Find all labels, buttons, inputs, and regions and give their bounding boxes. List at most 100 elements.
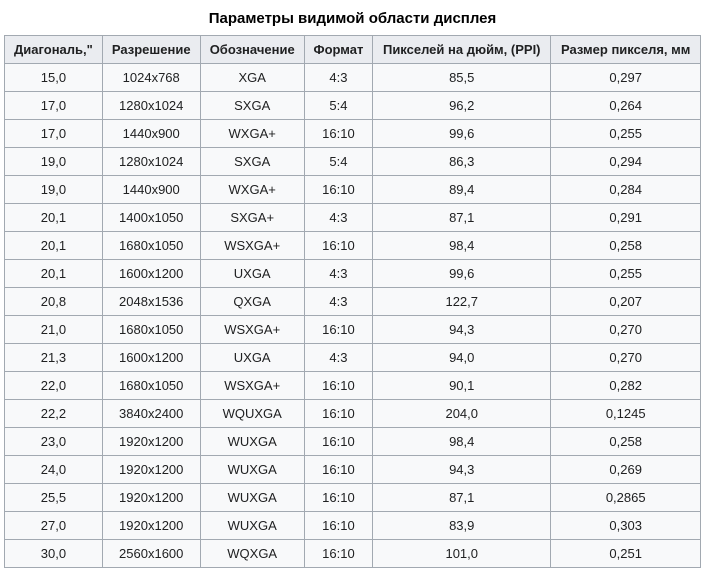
col-header-2: Обозначение [200, 36, 304, 64]
table-cell: 19,0 [5, 148, 103, 176]
table-cell: WUXGA [200, 512, 304, 540]
table-cell: 19,0 [5, 176, 103, 204]
table-cell: SXGA+ [200, 204, 304, 232]
table-cell: WXGA+ [200, 120, 304, 148]
table-cell: 99,6 [373, 260, 551, 288]
table-cell: 4:3 [304, 260, 372, 288]
col-header-4: Пикселей на дюйм, (PPI) [373, 36, 551, 64]
table-cell: 25,5 [5, 484, 103, 512]
table-cell: 0,303 [551, 512, 701, 540]
table-row: 23,01920x1200WUXGA16:1098,40,258 [5, 428, 701, 456]
table-cell: 21,3 [5, 344, 103, 372]
table-cell: 3840x2400 [102, 400, 200, 428]
table-cell: 5:4 [304, 92, 372, 120]
table-cell: 90,1 [373, 372, 551, 400]
table-cell: 27,0 [5, 512, 103, 540]
table-cell: 16:10 [304, 232, 372, 260]
table-cell: 0,264 [551, 92, 701, 120]
table-cell: WUXGA [200, 428, 304, 456]
table-cell: 98,4 [373, 232, 551, 260]
table-cell: 0,282 [551, 372, 701, 400]
table-cell: 17,0 [5, 92, 103, 120]
table-cell: WUXGA [200, 456, 304, 484]
table-row: 20,11400x1050SXGA+4:387,10,291 [5, 204, 701, 232]
table-cell: 0,258 [551, 428, 701, 456]
table-cell: 1920x1200 [102, 456, 200, 484]
table-cell: 1440x900 [102, 120, 200, 148]
table-row: 20,11680x1050WSXGA+16:1098,40,258 [5, 232, 701, 260]
table-cell: XGA [200, 64, 304, 92]
table-cell: 1680x1050 [102, 372, 200, 400]
table-cell: 83,9 [373, 512, 551, 540]
table-cell: 0,294 [551, 148, 701, 176]
table-cell: 101,0 [373, 540, 551, 568]
table-cell: 1400x1050 [102, 204, 200, 232]
table-cell: 1440x900 [102, 176, 200, 204]
table-cell: SXGA [200, 148, 304, 176]
table-row: 17,01440x900WXGA+16:1099,60,255 [5, 120, 701, 148]
table-cell: 22,0 [5, 372, 103, 400]
table-cell: 96,2 [373, 92, 551, 120]
table-cell: 22,2 [5, 400, 103, 428]
table-cell: 87,1 [373, 484, 551, 512]
table-row: 22,01680x1050WSXGA+16:1090,10,282 [5, 372, 701, 400]
table-row: 17,01280x1024SXGA5:496,20,264 [5, 92, 701, 120]
table-body: 15,01024x768XGA4:385,50,29717,01280x1024… [5, 64, 701, 568]
table-cell: 94,3 [373, 456, 551, 484]
table-cell: 1280x1024 [102, 92, 200, 120]
table-cell: 1024x768 [102, 64, 200, 92]
table-row: 22,23840x2400WQUXGA16:10204,00,1245 [5, 400, 701, 428]
col-header-1: Разрешение [102, 36, 200, 64]
table-title: Параметры видимой области дисплея [4, 4, 701, 35]
table-cell: 1680x1050 [102, 316, 200, 344]
table-row: 21,31600x1200UXGA4:394,00,270 [5, 344, 701, 372]
table-cell: 16:10 [304, 428, 372, 456]
table-cell: 94,3 [373, 316, 551, 344]
table-cell: 0,255 [551, 120, 701, 148]
table-cell: 20,1 [5, 232, 103, 260]
table-cell: UXGA [200, 344, 304, 372]
table-cell: 16:10 [304, 456, 372, 484]
header-row: Диагональ,"РазрешениеОбозначениеФорматПи… [5, 36, 701, 64]
table-cell: 1920x1200 [102, 512, 200, 540]
table-cell: 15,0 [5, 64, 103, 92]
col-header-0: Диагональ," [5, 36, 103, 64]
table-cell: WSXGA+ [200, 232, 304, 260]
table-cell: 1920x1200 [102, 428, 200, 456]
table-cell: 1600x1200 [102, 344, 200, 372]
table-cell: 20,1 [5, 260, 103, 288]
table-cell: 0,291 [551, 204, 701, 232]
table-row: 15,01024x768XGA4:385,50,297 [5, 64, 701, 92]
table-cell: 4:3 [304, 204, 372, 232]
table-cell: UXGA [200, 260, 304, 288]
table-row: 19,01440x900WXGA+16:1089,40,284 [5, 176, 701, 204]
table-cell: 0,270 [551, 344, 701, 372]
table-cell: 16:10 [304, 316, 372, 344]
table-row: 27,01920x1200WUXGA16:1083,90,303 [5, 512, 701, 540]
table-cell: WQXGA [200, 540, 304, 568]
table-row: 25,51920x1200WUXGA16:1087,10,2865 [5, 484, 701, 512]
table-cell: 204,0 [373, 400, 551, 428]
table-cell: WUXGA [200, 484, 304, 512]
table-cell: 16:10 [304, 176, 372, 204]
table-cell: 30,0 [5, 540, 103, 568]
table-row: 20,11600x1200UXGA4:399,60,255 [5, 260, 701, 288]
table-cell: 89,4 [373, 176, 551, 204]
table-row: 19,01280x1024SXGA5:486,30,294 [5, 148, 701, 176]
table-cell: 4:3 [304, 288, 372, 316]
table-cell: WXGA+ [200, 176, 304, 204]
table-cell: 21,0 [5, 316, 103, 344]
table-row: 20,82048x1536QXGA4:3122,70,207 [5, 288, 701, 316]
table-cell: 0,251 [551, 540, 701, 568]
table-cell: 16:10 [304, 512, 372, 540]
table-row: 30,02560x1600WQXGA16:10101,00,251 [5, 540, 701, 568]
table-cell: 0,1245 [551, 400, 701, 428]
table-cell: 1280x1024 [102, 148, 200, 176]
table-cell: 4:3 [304, 64, 372, 92]
table-cell: 122,7 [373, 288, 551, 316]
table-cell: 1920x1200 [102, 484, 200, 512]
table-cell: 2560x1600 [102, 540, 200, 568]
table-cell: 4:3 [304, 344, 372, 372]
table-cell: 0,270 [551, 316, 701, 344]
table-cell: WSXGA+ [200, 316, 304, 344]
